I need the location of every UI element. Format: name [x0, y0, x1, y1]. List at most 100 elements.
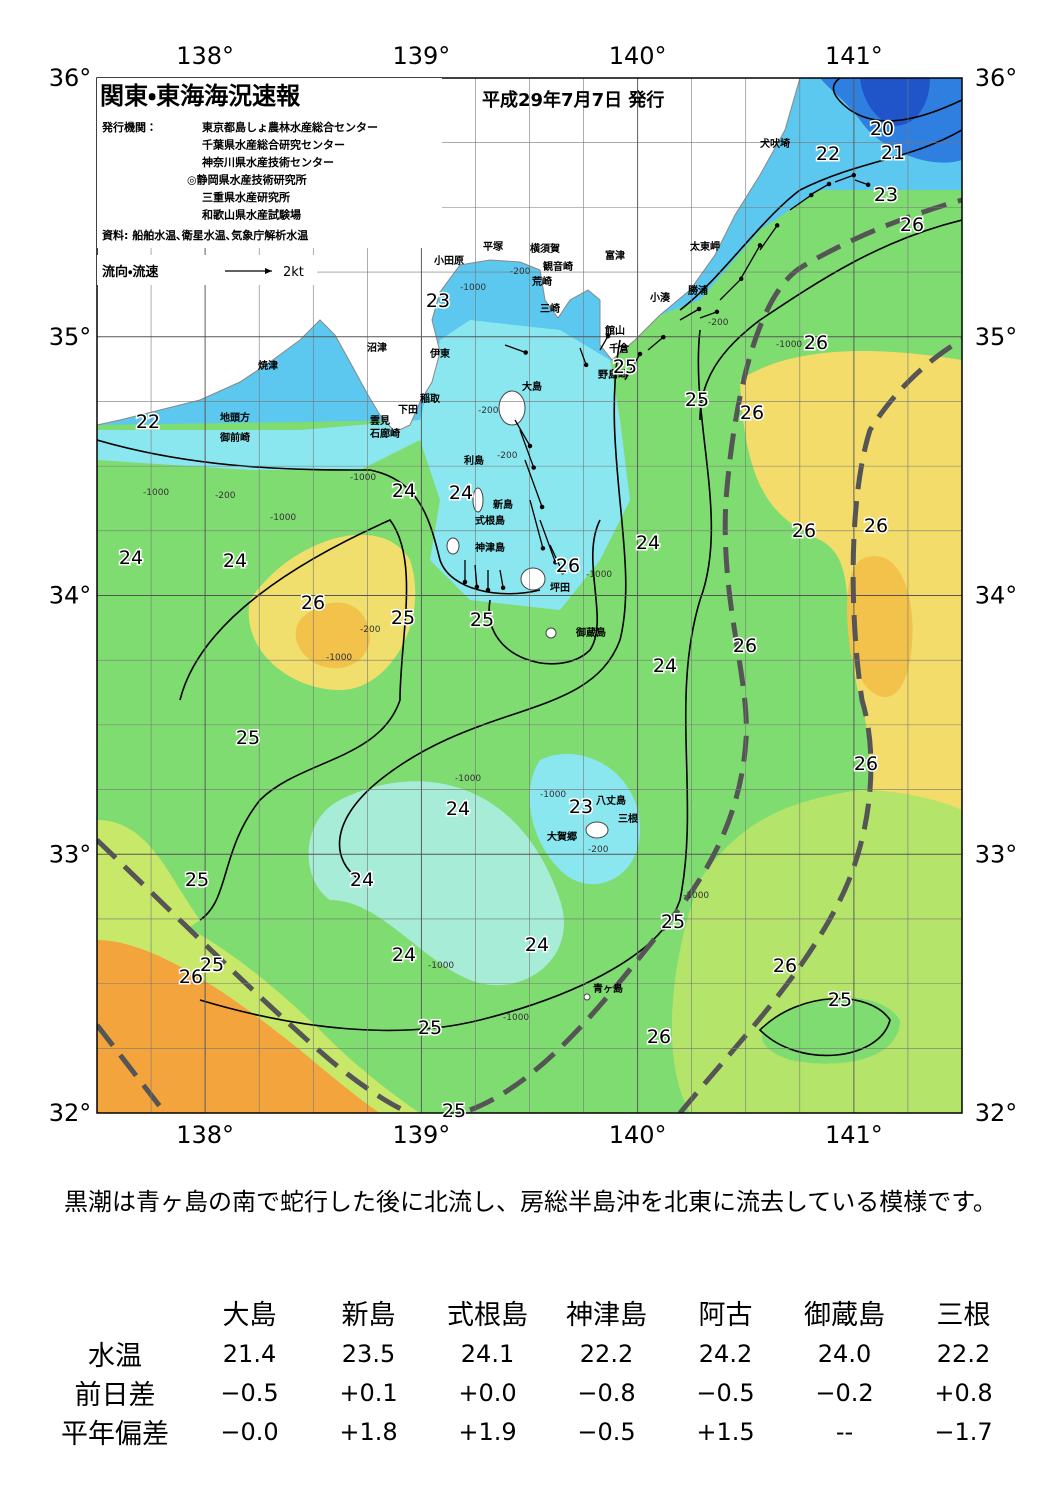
warm-eddy-core: [295, 602, 370, 669]
lon-label: 141°: [825, 42, 883, 70]
lat-label: 35°: [49, 323, 92, 351]
lat-label: 36°: [975, 64, 1018, 92]
current-vector-head: [757, 243, 763, 248]
isotherm-label: 25: [685, 389, 709, 411]
depth-label: -1000: [586, 570, 612, 580]
current-vector-head: [637, 351, 643, 357]
column-header: 御蔵島: [804, 1299, 885, 1331]
current-vector: [474, 564, 478, 587]
row-label: 前日差: [74, 1380, 156, 1411]
isotherm-label: 26: [854, 753, 878, 775]
table-cell: −0.5: [220, 1378, 279, 1407]
current-vector-head: [714, 309, 720, 315]
table-row: 水温 21.4 23.5 24.1 22.2 24.2 24.0 22.2: [40, 1334, 1023, 1373]
lat-label: 36°: [49, 64, 92, 92]
isotherm-label: 22: [136, 411, 160, 433]
column-header: 大島: [222, 1299, 277, 1331]
isotherm-label: 24: [392, 944, 416, 966]
table-cell: −0.5: [696, 1378, 755, 1407]
cold-core: [860, 78, 930, 126]
kuroshio-edge: [678, 337, 962, 1113]
depth-label: -1000: [428, 961, 454, 971]
isotherm: [338, 339, 627, 881]
lon-label: 141°: [825, 1121, 883, 1149]
current-vector: [539, 519, 557, 563]
table-cell: +0.8: [934, 1378, 993, 1407]
isotherm-label: 25: [828, 989, 852, 1011]
depth-label: -1000: [776, 340, 802, 350]
current-vector: [739, 245, 761, 281]
isotherm-label: 24: [223, 550, 247, 572]
isotherm-label: 24: [350, 869, 374, 891]
island-kozushima: [446, 537, 460, 555]
column-header: 三根: [936, 1299, 991, 1331]
isotherm-label: 24: [446, 798, 470, 820]
issuer: 千葉県水産総合研究センター: [202, 138, 345, 152]
table-cell: −0.8: [577, 1378, 636, 1407]
current-vector: [624, 353, 641, 381]
current-vector-head: [583, 362, 589, 368]
legend-scale: 2kt: [283, 265, 304, 280]
isotherm-label: 24: [392, 480, 416, 502]
place-name: 下田: [398, 404, 418, 416]
current-vector: [549, 544, 564, 573]
lat-label: 34°: [49, 582, 92, 610]
place-name: 沼津: [367, 341, 387, 354]
info-box: [97, 78, 442, 248]
lat-label: 33°: [975, 840, 1018, 868]
lon-label: 139°: [392, 42, 450, 70]
summary: 黒潮は青ヶ島の南で蛇行した後に北流し、房総半島沖を北東に流去している模様です。: [64, 1188, 997, 1216]
issuer: ◎静岡県水産技術研究所: [187, 173, 307, 187]
depth-label: -1000: [503, 1013, 529, 1023]
current-vector-head: [696, 306, 702, 312]
kuroshio-edge: [469, 197, 962, 1113]
isotherm: [97, 439, 541, 595]
place-name: 稲取: [420, 392, 441, 405]
current-vector-head: [865, 182, 871, 188]
place-name: 利島: [464, 454, 484, 467]
issuer: 東京都島しょ農林水産総合センター: [202, 120, 378, 134]
current-vector-head: [531, 465, 536, 470]
depth-label: -1000: [460, 283, 486, 293]
isotherm-label: 23: [426, 290, 450, 312]
column-header: 新島: [341, 1299, 396, 1331]
current-vector: [719, 278, 742, 301]
isotherm-label: 26: [804, 332, 828, 354]
current-vector-head: [605, 333, 611, 339]
map-fill: [97, 78, 962, 1113]
column-header: 神津島: [566, 1299, 647, 1331]
current-vector: [699, 311, 718, 319]
table-cell: 23.5: [341, 1339, 396, 1368]
island-oshima: [498, 390, 526, 426]
depth-label: -200: [215, 491, 236, 501]
current-vector: [789, 194, 812, 211]
lat-label: 34°: [975, 582, 1018, 610]
island-aogashima: [583, 993, 591, 1001]
current-vector-head: [738, 276, 744, 282]
current-vector: [529, 499, 544, 549]
lat-label: 33°: [49, 840, 92, 868]
place-name: 石廊崎: [369, 427, 400, 440]
current-vector: [647, 336, 664, 351]
island-mikura: [545, 627, 557, 639]
place-name: 勝浦: [688, 284, 708, 297]
table-cell: 21.4: [222, 1339, 277, 1368]
table-header-row: 大島 新島 式根島 神津島 阿古 御蔵島 三根: [40, 1290, 1023, 1334]
current-vector-head: [474, 584, 480, 590]
isotherm-label: 23: [874, 184, 898, 206]
isotherm-label: 25: [236, 727, 260, 749]
isotherm-label: 25: [185, 869, 209, 891]
isotherm-label: 25: [391, 607, 415, 629]
column-header: 阿古: [698, 1299, 753, 1331]
sea-temperature-map: 関東・東海海況速報 平成29年7月7日 発行 発行機関： 資料: 船舶水温､衛星…: [49, 42, 1018, 1149]
table-cell: −0.0: [220, 1417, 279, 1446]
place-name: 荒崎: [531, 275, 552, 288]
table-row: 平年偏差 −0.0 +1.8 +1.9 −0.5 +1.5 -- −1.7: [40, 1412, 1023, 1451]
lat-label: 35°: [975, 323, 1018, 351]
current-vector-head: [462, 579, 468, 585]
place-name: 式根島: [475, 514, 505, 527]
issue-date: 平成29年7月7日 発行: [482, 89, 664, 111]
current-vector: [809, 183, 830, 196]
table-row: 前日差 −0.5 +0.1 +0.0 −0.8 −0.5 −0.2 +0.8: [40, 1373, 1023, 1412]
depth-label: -1000: [455, 774, 481, 784]
